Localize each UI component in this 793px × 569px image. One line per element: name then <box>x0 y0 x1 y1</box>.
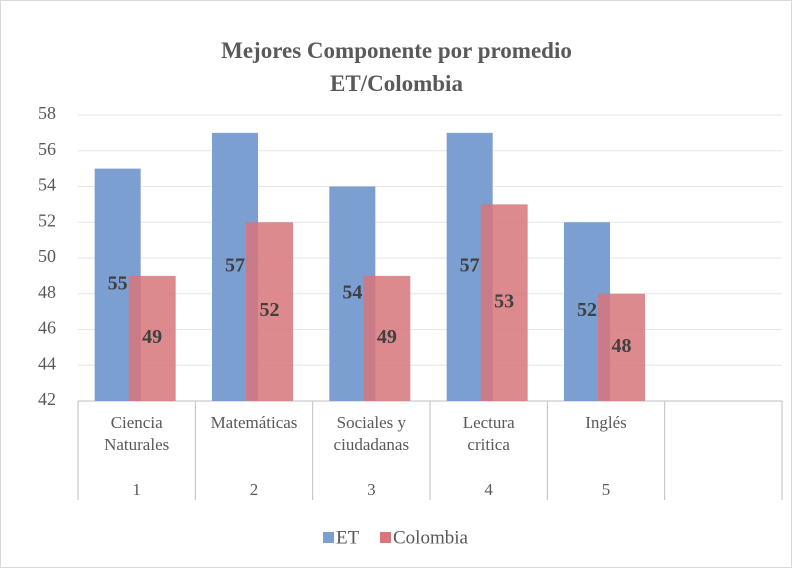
x-tick-label: Ciencia Naturales <box>104 413 170 454</box>
data-label: 48 <box>612 335 632 357</box>
data-label: 49 <box>377 326 397 348</box>
x-tick-label: Matemáticas <box>210 413 298 432</box>
legend-label: ET <box>336 527 360 548</box>
x-group-label: 1 <box>132 480 141 499</box>
bar <box>128 275 176 401</box>
data-label: 49 <box>142 326 162 348</box>
x-group-label: 2 <box>249 480 259 499</box>
bar <box>246 222 293 401</box>
data-label: 57 <box>225 255 245 277</box>
x-tick-label: Sociales y ciudadanas <box>333 413 410 454</box>
y-tick-label: 50 <box>38 246 56 266</box>
x-group-label: 5 <box>601 480 611 499</box>
legend-swatch <box>323 532 334 543</box>
legend-swatch <box>380 532 391 543</box>
x-tick-label: Lectura critica <box>462 413 515 454</box>
data-label: 57 <box>460 255 480 277</box>
bar <box>598 293 645 401</box>
data-label: 52 <box>577 299 597 321</box>
y-tick-label: 56 <box>38 139 56 159</box>
y-tick-label: 58 <box>38 103 56 123</box>
legend-label: Colombia <box>393 527 469 548</box>
y-tick-label: 42 <box>38 389 56 409</box>
y-tick-label: 44 <box>38 353 56 373</box>
bar <box>363 275 411 401</box>
data-label: 54 <box>342 281 362 303</box>
data-label: 53 <box>494 290 514 312</box>
x-tick-label: Inglés <box>585 413 627 432</box>
y-tick-label: 48 <box>38 282 56 302</box>
x-group-label: 3 <box>367 480 376 499</box>
y-tick-label: 54 <box>38 175 56 195</box>
x-group-label: 4 <box>484 480 493 499</box>
chart-title: Mejores Componente por promedio ET/Colom… <box>221 38 572 96</box>
bar <box>480 204 528 401</box>
data-label: 55 <box>108 272 128 294</box>
y-tick-label: 52 <box>38 210 56 230</box>
y-tick-label: 46 <box>38 318 56 338</box>
data-label: 52 <box>260 299 280 321</box>
